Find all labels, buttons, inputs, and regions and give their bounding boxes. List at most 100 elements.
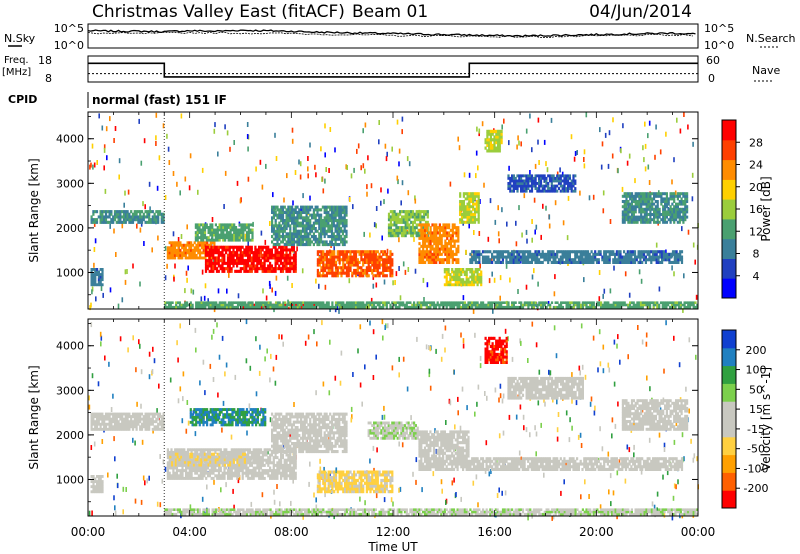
power-echo-cell [682, 200, 685, 203]
power-echo-cell [403, 305, 407, 309]
power-echo-cell [250, 248, 253, 252]
power-speckle [123, 202, 125, 208]
power-echo-cell [516, 189, 519, 193]
power-echo-cell [595, 258, 599, 262]
power-echo-cell [130, 210, 133, 214]
power-echo-cell [312, 243, 315, 247]
power-echo-cell [552, 189, 555, 193]
power-echo-cell [532, 182, 535, 185]
power-echo-cell [223, 259, 226, 263]
power-echo-cell [645, 303, 648, 307]
power-echo-cell [310, 229, 314, 233]
power-echo-cell [604, 250, 608, 254]
power-echo-cell [512, 260, 515, 264]
power-echo-cell [677, 260, 680, 264]
power-echo-cell [374, 263, 377, 267]
power-echo-cell [338, 229, 341, 233]
power-echo-cell [586, 250, 590, 254]
power-echo-cell [378, 263, 381, 267]
power-echo-cell [477, 205, 480, 209]
power-echo-cell [497, 146, 500, 150]
power-echo-cell [223, 269, 226, 273]
power-echo-cell [194, 236, 197, 240]
power-echo-cell [425, 255, 428, 259]
power-echo-cell [521, 260, 524, 264]
power-echo-cell [460, 283, 463, 287]
power-echo-cell [325, 266, 328, 270]
power-echo-cell [300, 235, 303, 239]
power-echo-cell [341, 229, 344, 233]
power-speckle [113, 138, 115, 143]
power-echo-cell [623, 258, 626, 262]
power-echo-cell [422, 239, 425, 243]
power-echo-cell [218, 226, 221, 229]
power-echo-cell [103, 210, 106, 214]
power-echo-cell [227, 233, 230, 237]
power-echo-cell [669, 197, 672, 201]
power-echo-cell [303, 205, 306, 209]
power-speckle [475, 173, 477, 179]
power-echo-cell [231, 303, 234, 307]
power-echo-cell [378, 258, 381, 262]
power-echo-cell [340, 205, 343, 209]
power-echo-cell [331, 250, 334, 254]
power-echo-cell [139, 212, 142, 216]
power-echo-cell [236, 248, 239, 252]
power-echo-cell [445, 283, 448, 287]
power-echo-cell [378, 255, 381, 259]
power-echo-cell [207, 226, 210, 229]
power-echo-cell [487, 258, 490, 262]
power-echo-cell [449, 234, 452, 238]
power-echo-cell [311, 303, 314, 307]
power-echo-cell [552, 187, 555, 190]
power-echo-cell [474, 270, 477, 274]
power-echo-cell [265, 256, 268, 260]
power-echo-cell [495, 129, 498, 133]
power-echo-cell [563, 184, 566, 188]
power-echo-cell [436, 252, 440, 256]
power-echo-cell [420, 231, 423, 235]
power-speckle [132, 263, 134, 269]
power-echo-cell [550, 260, 553, 264]
power-echo-cell [365, 305, 368, 309]
power-echo-cell [495, 149, 498, 153]
power-speckle [261, 184, 264, 190]
power-echo-cell [653, 210, 656, 214]
power-echo-cell [188, 254, 191, 257]
power-echo-cell [332, 213, 335, 217]
noise-lines [87, 29, 696, 39]
power-speckle [142, 201, 144, 207]
power-echo-cell [162, 220, 165, 224]
power-echo-cell [321, 205, 324, 209]
power-echo-cell [431, 301, 434, 304]
power-echo-cell [296, 243, 299, 247]
power-echo-cell [491, 129, 494, 133]
power-echo-cell [128, 215, 131, 219]
power-echo-cell [292, 213, 295, 217]
power-echo-cell [301, 224, 305, 228]
power-echo-cell [234, 245, 237, 249]
power-echo-cell [305, 232, 308, 236]
power-echo-cell [194, 231, 197, 234]
power-echo-cell [213, 243, 216, 247]
power-echo-cell [343, 227, 346, 231]
power-speckle [583, 149, 586, 155]
power-echo-cell [318, 208, 321, 212]
power-echo-cell [448, 231, 451, 235]
power-echo-cell [229, 301, 232, 304]
power-speckle [246, 122, 249, 127]
power-echo-cell [309, 213, 312, 217]
power-echo-cell [234, 261, 237, 265]
power-echo-cell [316, 240, 319, 244]
power-echo-cell [626, 252, 629, 256]
power-echo-cell [568, 176, 571, 180]
power-speckle [603, 288, 606, 294]
power-echo-cell [254, 259, 257, 263]
figure-header: Christmas Valley East (fitACF) Beam 01 0… [92, 2, 692, 22]
power-echo-cell [453, 231, 456, 235]
power-echo-cell [667, 210, 670, 214]
power-speckle [274, 290, 277, 296]
power-echo-cell [221, 248, 224, 252]
power-echo-cell [667, 202, 670, 206]
power-echo-cell [669, 194, 672, 198]
